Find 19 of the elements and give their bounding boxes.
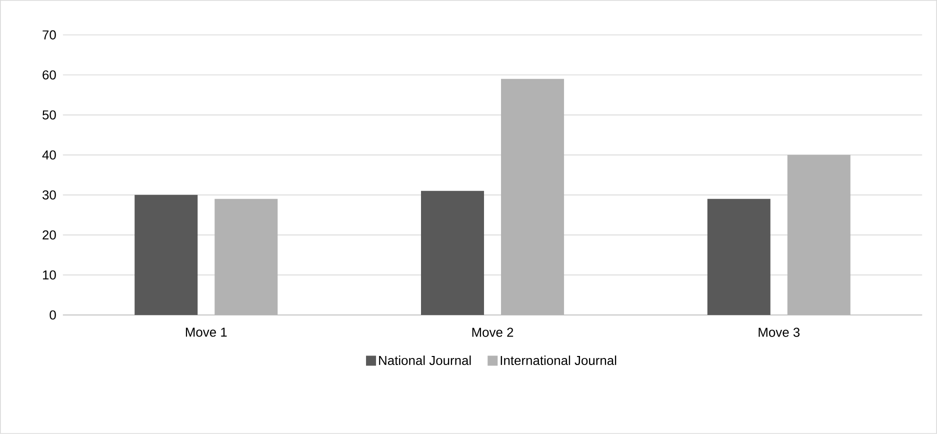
y-tick-label: 10 — [42, 270, 56, 280]
y-tick-label: 20 — [42, 230, 56, 240]
y-tick-label: 30 — [42, 190, 56, 200]
legend-label: International Journal — [500, 356, 616, 366]
bar — [421, 190, 484, 316]
y-tick-label: 60 — [42, 70, 56, 80]
bar — [134, 194, 198, 316]
x-tick-label: Move 1 — [186, 328, 227, 337]
y-tick-label: 70 — [42, 30, 56, 40]
y-tick-label: 0 — [50, 310, 56, 320]
y-tick-label: 40 — [42, 150, 56, 160]
bar — [214, 198, 278, 316]
bar — [707, 198, 770, 316]
x-tick-label: Move 3 — [758, 328, 800, 337]
bar — [501, 78, 564, 316]
bar — [787, 154, 850, 316]
legend-label: National Journal — [379, 356, 471, 366]
x-tick-label: Move 2 — [472, 328, 514, 337]
y-tick-label: 50 — [42, 110, 56, 120]
